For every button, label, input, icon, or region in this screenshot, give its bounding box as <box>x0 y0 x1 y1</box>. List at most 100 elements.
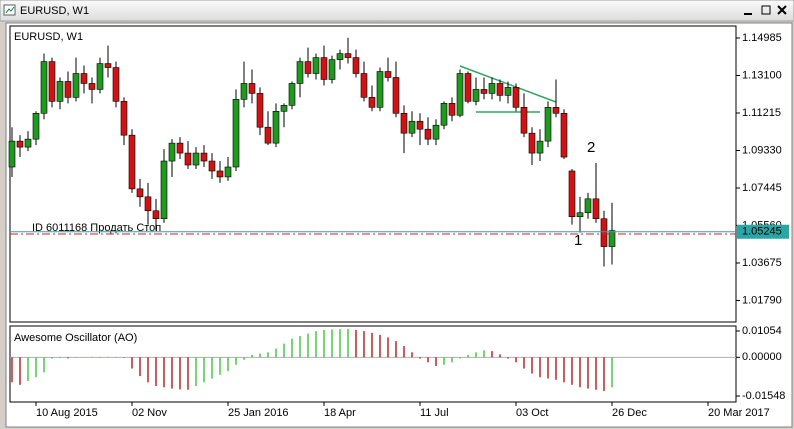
candle-body <box>64 81 72 98</box>
candle-body <box>416 120 424 130</box>
candle-body <box>208 160 216 172</box>
window-buttons[interactable] <box>744 5 787 15</box>
y-tick-label: 0.00000 <box>742 351 782 363</box>
order-label: ID 6011168 Продать Стоп <box>32 222 161 234</box>
price-badge-label: 1.05245 <box>742 226 782 238</box>
candle-body <box>536 140 544 154</box>
price-badge <box>737 224 789 239</box>
candle-body <box>96 63 104 90</box>
candle-body <box>304 61 312 74</box>
candle-body <box>512 87 520 108</box>
x-tick-label: 26 Dec <box>612 407 647 419</box>
candle-body <box>472 89 480 102</box>
candle-body <box>592 198 600 220</box>
x-tick-label: 02 Nov <box>132 407 167 419</box>
x-tick-label: 10 Aug 2015 <box>36 407 98 419</box>
candle-body <box>136 188 144 198</box>
candle-body <box>192 152 200 166</box>
window-title: EURUSD, W1 <box>20 5 89 17</box>
candle-body <box>16 140 24 148</box>
candle-body <box>216 170 224 178</box>
candle-body <box>176 142 184 154</box>
candle-body <box>320 57 328 80</box>
candle-body <box>464 73 472 102</box>
y-tick-label: 1.03675 <box>742 257 782 269</box>
candle-body <box>112 67 120 102</box>
candle-body <box>48 61 56 102</box>
candle-body <box>352 57 360 74</box>
candle-body <box>8 140 16 168</box>
y-tick-label: 1.14985 <box>742 32 782 44</box>
candle-body <box>384 71 392 78</box>
candle-body <box>480 89 488 94</box>
annotation: 2 <box>587 139 595 156</box>
x-tick-label: 11 Jul <box>420 407 449 419</box>
y-tick-label: 1.13100 <box>742 69 782 81</box>
y-tick-label: -0.01548 <box>742 390 785 402</box>
candle-body <box>24 138 32 148</box>
candle-body <box>504 87 512 96</box>
candle-body <box>392 77 400 114</box>
close-button[interactable] <box>777 5 787 15</box>
candle-body <box>600 218 608 247</box>
candle-body <box>224 166 232 178</box>
ao-plot <box>9 325 737 403</box>
candle-body <box>408 120 416 134</box>
indicator-title: Awesome Oscillator (AO) <box>14 332 137 344</box>
candle-body <box>88 83 96 90</box>
candle-body <box>264 126 272 144</box>
candle-body <box>456 73 464 116</box>
candle-body <box>152 210 160 220</box>
candle-body <box>488 83 496 94</box>
candle-body <box>368 97 376 108</box>
candle-body <box>336 53 344 60</box>
candle-body <box>80 73 88 84</box>
candle-body <box>200 152 208 162</box>
candle-body <box>376 71 384 108</box>
candle-body <box>120 101 128 136</box>
candle-body <box>104 63 112 68</box>
candle-body <box>448 103 456 116</box>
candle-body <box>312 57 320 74</box>
candle-body <box>608 230 616 247</box>
candle-body <box>248 83 256 94</box>
x-tick-label: 18 Apr <box>324 407 356 419</box>
candle-body <box>232 99 240 168</box>
candle-body <box>256 93 264 128</box>
candle-body <box>496 83 504 96</box>
title-bar <box>0 0 794 22</box>
candle-body <box>528 132 536 154</box>
candle-body <box>344 53 352 58</box>
candle-body <box>360 73 368 98</box>
candle-body <box>520 107 528 134</box>
candle-body <box>440 103 448 126</box>
candle-body <box>184 152 192 166</box>
chart-title: EURUSD, W1 <box>14 31 83 43</box>
y-tick-label: 1.11215 <box>742 107 781 119</box>
candle-body <box>568 170 576 218</box>
maximize-button[interactable] <box>761 5 771 15</box>
candle-body <box>280 105 288 112</box>
window-icon-line <box>5 6 15 14</box>
candle-body <box>432 124 440 140</box>
x-tick-label: 03 Oct <box>516 407 548 419</box>
y-tick-label: 0.01054 <box>742 325 782 337</box>
y-tick-label: 1.07445 <box>742 182 782 194</box>
x-tick-label: 25 Jan 2016 <box>228 407 289 419</box>
candle-body <box>32 112 40 140</box>
candle-body <box>560 112 568 158</box>
candle-body <box>424 128 432 140</box>
candle-body <box>584 198 592 214</box>
candle-body <box>168 142 176 162</box>
candle-body <box>400 112 408 134</box>
candle-body <box>544 107 552 142</box>
candle-body <box>144 196 152 212</box>
candle-body <box>72 73 80 98</box>
annotation: 1 <box>574 232 582 249</box>
candle-body <box>40 61 48 114</box>
candle-body <box>328 59 336 80</box>
candle-body <box>296 61 304 84</box>
y-tick-label: 1.09330 <box>742 144 782 156</box>
candle-body <box>160 160 168 220</box>
